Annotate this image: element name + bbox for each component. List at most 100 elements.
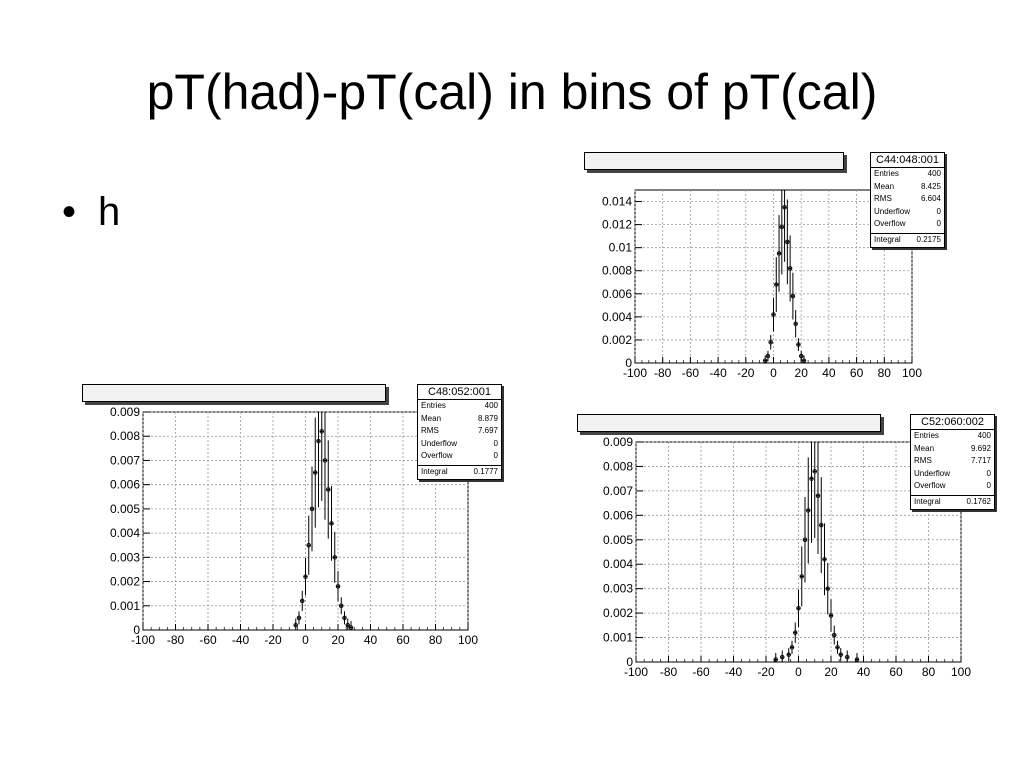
stats-label: Integral — [914, 496, 941, 506]
y-tick-label: 0.005 — [110, 502, 140, 516]
x-tick-label: 60 — [850, 366, 864, 380]
stats-box: C52:060:002 Entries 400 Mean 9.692 RMS 7.71… — [910, 414, 995, 510]
data-point — [771, 312, 776, 317]
data-point — [805, 508, 811, 513]
x-tick-label: -20 — [264, 633, 282, 647]
data-point — [348, 625, 354, 630]
stats-row-rms: RMS 7.697 — [418, 425, 501, 438]
x-tick-label: 20 — [795, 366, 809, 380]
y-tick-label: 0.005 — [603, 533, 633, 547]
x-tick-label: -80 — [660, 665, 678, 679]
data-point — [322, 458, 328, 463]
stats-row-overflow: Overflow 0 — [871, 218, 944, 231]
stats-label: Mean — [914, 443, 935, 453]
data-point — [785, 239, 790, 245]
stats-row-mean: Mean 8.879 — [418, 413, 501, 426]
y-tick-label: 0.012 — [602, 218, 632, 232]
x-tick-label: 100 — [902, 366, 922, 380]
y-tick-label: 0.009 — [603, 435, 633, 449]
data-point — [790, 293, 796, 299]
stats-label: Integral — [874, 234, 901, 244]
stats-row-mean: Mean 8.425 — [871, 181, 944, 194]
data-point — [792, 630, 798, 635]
stats-row-integral: Integral 0.1762 — [911, 494, 994, 509]
stats-label: Integral — [421, 466, 448, 476]
x-tick-label: -60 — [692, 665, 710, 679]
data-point — [787, 266, 793, 271]
stats-label: Overflow — [914, 481, 946, 491]
x-tick-label: -60 — [199, 633, 217, 647]
stats-row-overflow: Overflow 0 — [418, 450, 501, 463]
data-point — [801, 358, 807, 363]
x-tick-label: -80 — [167, 633, 185, 647]
stats-value: 0 — [986, 468, 991, 478]
stats-label: Underflow — [421, 438, 458, 448]
stats-box: C48:052:001 Entries 400 Mean 8.879 RMS 7.69… — [417, 384, 502, 480]
x-tick-label: -80 — [654, 366, 672, 380]
data-point — [838, 652, 844, 657]
bullet-text: h — [98, 190, 121, 234]
x-tick-label: 100 — [458, 633, 478, 647]
data-point — [306, 542, 311, 548]
data-point — [854, 657, 860, 662]
y-tick-label: 0.002 — [602, 333, 632, 347]
stats-row-mean: Mean 9.692 — [911, 443, 994, 456]
stats-value: 8.425 — [920, 181, 941, 191]
data-point — [332, 555, 337, 560]
x-tick-label: 60 — [889, 665, 903, 679]
stats-row-entries: Entries 400 — [871, 168, 944, 181]
bullet-dot-icon: • — [62, 190, 77, 234]
data-point — [798, 353, 804, 359]
x-tick-label: -100 — [624, 665, 648, 679]
y-tick-label: 0 — [626, 655, 633, 669]
x-tick-label: -100 — [131, 633, 155, 647]
data-point — [796, 605, 801, 611]
x-tick-label: -20 — [757, 665, 775, 679]
histogram-title-bar — [584, 152, 844, 170]
data-point — [793, 321, 798, 327]
data-point — [845, 654, 850, 660]
x-tick-label: -100 — [623, 366, 647, 380]
stats-label: RMS — [874, 194, 892, 204]
x-tick-label: 20 — [331, 633, 345, 647]
stats-row-entries: Entries 400 — [418, 400, 501, 413]
data-point — [342, 615, 347, 621]
stats-box-name: C44:048:001 — [871, 153, 944, 168]
x-tick-label: 40 — [364, 633, 378, 647]
data-point — [832, 632, 837, 638]
histogram-panel-bottom-right: -100 -80 -60 -40 -20 0 20 40 60 80 100 0 0.001 0.002 0… — [575, 412, 1005, 682]
y-tick-label: 0.007 — [110, 453, 140, 467]
y-tick-label: 0.006 — [110, 478, 140, 492]
data-point — [765, 353, 771, 359]
stats-value: 0 — [493, 438, 498, 448]
data-point — [296, 615, 302, 621]
x-tick-label: 0 — [302, 633, 309, 647]
data-point — [303, 574, 308, 579]
data-point — [809, 476, 814, 481]
data-point — [815, 493, 821, 499]
x-tick-label: -20 — [737, 366, 755, 380]
y-tick-label: 0.004 — [602, 310, 632, 324]
y-tick-label: 0.008 — [602, 264, 632, 278]
data-point — [825, 586, 830, 591]
data-point — [329, 521, 334, 526]
data-point — [782, 205, 787, 210]
y-tick-label: 0.006 — [602, 287, 632, 301]
stats-value: 0.2175 — [916, 234, 941, 244]
histogram-title-bar — [577, 414, 881, 432]
y-tick-label: 0.008 — [603, 459, 633, 473]
bullet-item: • h — [62, 188, 120, 236]
data-point — [768, 339, 773, 345]
y-tick-label: 0.008 — [110, 429, 140, 443]
data-point — [774, 282, 779, 287]
y-tick-label: 0 — [133, 623, 140, 637]
slide-title: pT(had)-pT(cal) in bins of pT(cal) — [146, 64, 878, 120]
data-point — [812, 469, 817, 474]
stats-row-underflow: Underflow 0 — [911, 468, 994, 481]
stats-value: 0 — [986, 481, 991, 491]
data-point — [786, 652, 791, 657]
x-tick-label: 80 — [922, 665, 936, 679]
data-point — [796, 342, 801, 347]
data-point — [799, 574, 804, 579]
stats-label: Entries — [914, 431, 939, 440]
